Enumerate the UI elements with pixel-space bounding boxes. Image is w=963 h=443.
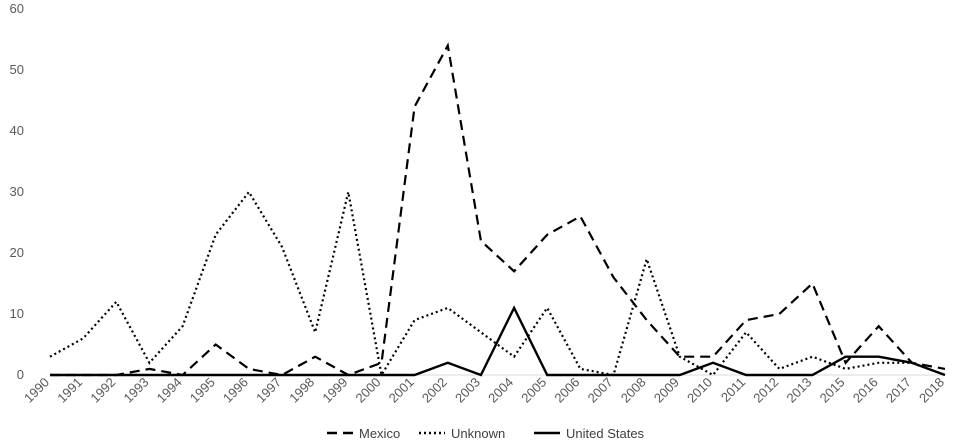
x-tick-label: 1995 xyxy=(187,375,218,406)
legend-label-unknown: Unknown xyxy=(451,426,505,441)
y-tick-label: 60 xyxy=(10,1,24,16)
x-tick-label: 2016 xyxy=(850,375,881,406)
series-line-united-states xyxy=(50,305,946,377)
x-tick-label: 2017 xyxy=(883,375,914,406)
y-tick-label: 40 xyxy=(10,123,24,138)
x-tick-label: 2004 xyxy=(485,375,516,406)
x-tick-label: 2007 xyxy=(585,375,616,406)
x-tick-label: 2018 xyxy=(916,375,947,406)
x-tick-label: 1996 xyxy=(220,375,251,406)
x-tick-label: 2000 xyxy=(353,375,384,406)
x-tick-label: 2002 xyxy=(419,375,450,406)
series-lines xyxy=(49,42,946,379)
x-tick-label: 1991 xyxy=(54,375,85,406)
legend: Mexico Unknown United States xyxy=(327,426,645,441)
x-tick-label: 2001 xyxy=(386,375,417,406)
x-tick-label: 1997 xyxy=(253,375,284,406)
y-tick-label: 50 xyxy=(10,62,24,77)
x-tick-label: 2008 xyxy=(618,375,649,406)
y-tick-label: 0 xyxy=(17,367,24,382)
x-tick-label: 2010 xyxy=(684,375,715,406)
y-tick-label: 20 xyxy=(10,245,24,260)
x-axis: 1990 1991 1992 1993 1994 1995 1996 1997 1998 1999… xyxy=(21,375,947,406)
x-tick-label: 1993 xyxy=(121,375,152,406)
x-tick-label: 2015 xyxy=(817,375,848,406)
series-line-mexico xyxy=(50,42,946,377)
x-tick-label: 1999 xyxy=(319,375,350,406)
x-tick-label: 2011 xyxy=(718,375,748,405)
x-tick-label: 1998 xyxy=(286,375,317,406)
x-tick-label: 1990 xyxy=(21,375,52,406)
x-tick-label: 1994 xyxy=(154,375,185,406)
series-line-unknown xyxy=(49,190,946,379)
y-tick-label: 30 xyxy=(10,184,24,199)
x-tick-label: 2003 xyxy=(452,375,483,406)
legend-label-mexico: Mexico xyxy=(359,426,400,441)
x-tick-label: 2005 xyxy=(518,375,549,406)
legend-label-united-states: United States xyxy=(566,426,645,441)
x-tick-label: 2006 xyxy=(551,375,582,406)
x-tick-label: 1992 xyxy=(87,375,118,406)
x-tick-label: 2013 xyxy=(783,375,814,406)
y-tick-label: 10 xyxy=(10,306,24,321)
y-axis: 0 10 20 30 40 50 60 xyxy=(10,1,24,382)
x-tick-label: 2009 xyxy=(651,375,682,406)
x-tick-label: 2012 xyxy=(750,375,781,406)
